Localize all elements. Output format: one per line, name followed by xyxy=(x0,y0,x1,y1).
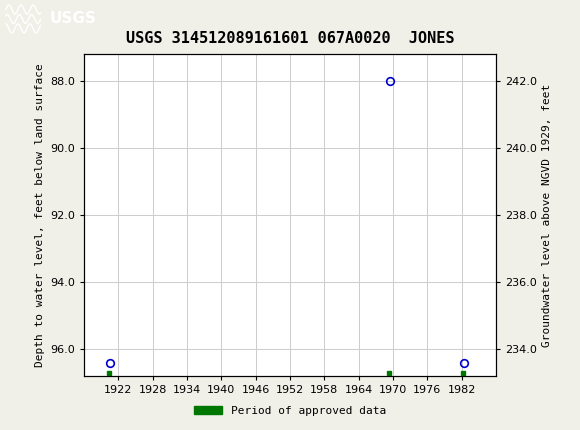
Text: USGS: USGS xyxy=(49,12,96,26)
Legend: Period of approved data: Period of approved data xyxy=(190,401,390,420)
Text: USGS 314512089161601 067A0020  JONES: USGS 314512089161601 067A0020 JONES xyxy=(126,31,454,46)
Y-axis label: Groundwater level above NGVD 1929, feet: Groundwater level above NGVD 1929, feet xyxy=(542,83,553,347)
Y-axis label: Depth to water level, feet below land surface: Depth to water level, feet below land su… xyxy=(35,63,45,367)
